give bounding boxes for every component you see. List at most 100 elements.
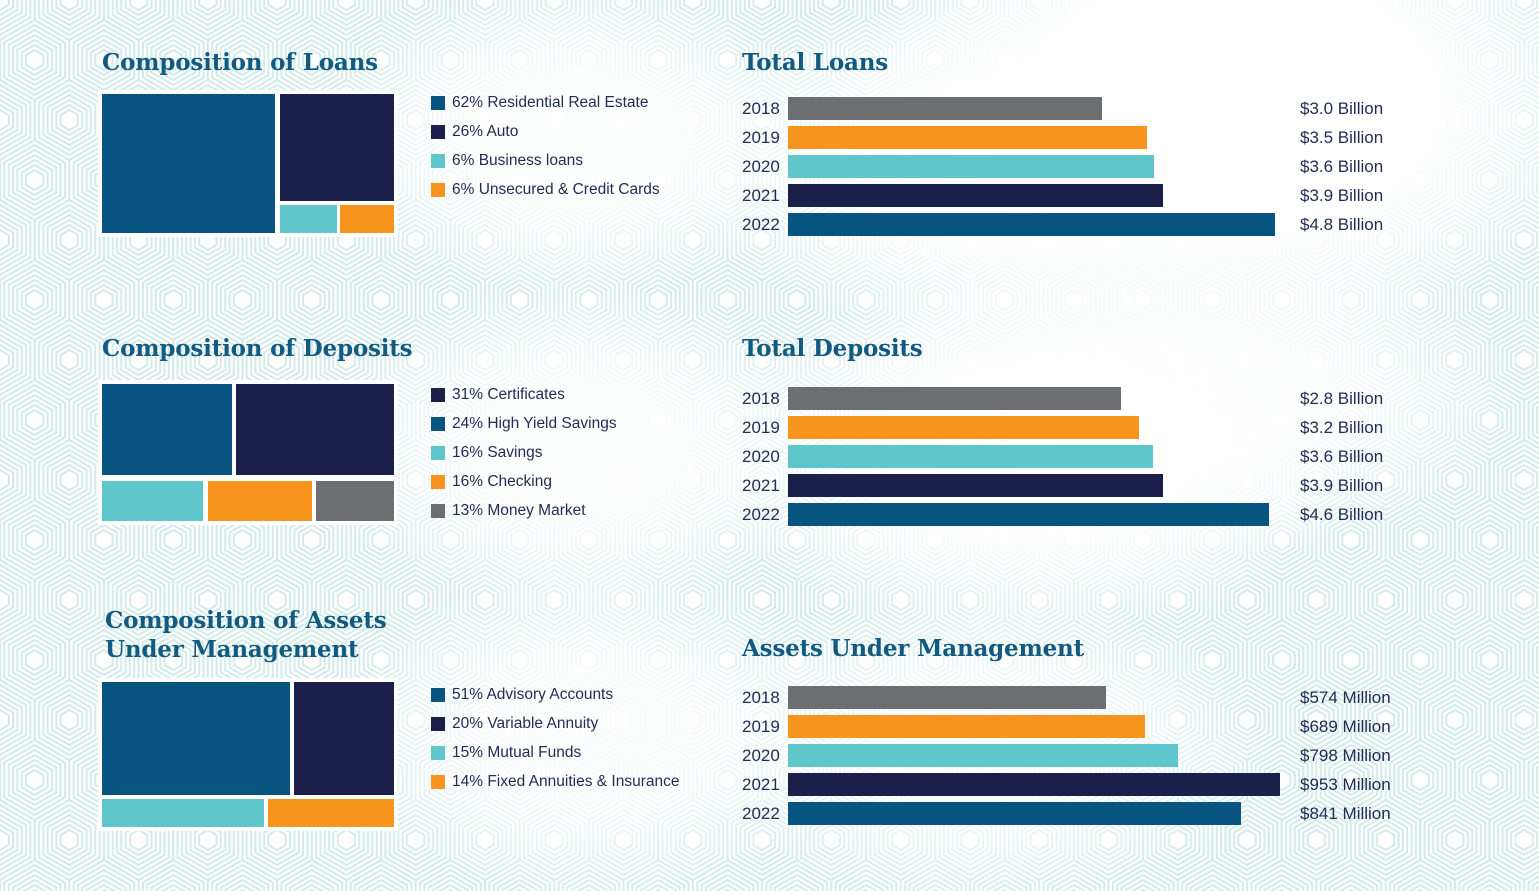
year-label: 2022 xyxy=(742,214,780,234)
legend-item: 16% Savings xyxy=(431,438,617,467)
bar xyxy=(788,445,1153,468)
year-label: 2018 xyxy=(742,98,780,118)
legend-item: 62% Residential Real Estate xyxy=(431,88,660,117)
legend-swatch xyxy=(431,387,445,402)
legend-label: 51% Advisory Accounts xyxy=(452,685,614,703)
legend-label: 20% Variable Annuity xyxy=(452,714,599,732)
year-label: 2022 xyxy=(742,803,780,823)
value-label: $798 Million xyxy=(1300,745,1391,765)
bar xyxy=(788,503,1270,526)
treemap-cell-certificates xyxy=(236,384,394,475)
loans-composition-title: Composition of Loans xyxy=(102,49,378,76)
deposits-composition-title: Composition of Deposits xyxy=(102,335,413,362)
legend-swatch xyxy=(431,182,445,197)
year-label: 2020 xyxy=(742,745,780,765)
legend-item: 14% Fixed Annuities & Insurance xyxy=(431,767,679,796)
value-label: $3.5 Billion xyxy=(1300,127,1384,147)
legend-label: 13% Money Market xyxy=(452,501,586,519)
legend-item: 15% Mutual Funds xyxy=(431,738,679,767)
bar xyxy=(788,155,1154,178)
bar xyxy=(788,715,1146,738)
bar-track xyxy=(788,387,1294,410)
bar-row: 2021 $953 Million xyxy=(742,773,1391,796)
legend-item: 6% Unsecured & Credit Cards xyxy=(431,175,660,204)
treemap-cell-savings xyxy=(102,481,203,521)
legend-label: 14% Fixed Annuities & Insurance xyxy=(452,772,680,790)
legend-swatch xyxy=(431,416,445,431)
legend-label: 31% Certificates xyxy=(452,385,565,403)
value-label: $3.6 Billion xyxy=(1300,446,1384,466)
value-label: $4.6 Billion xyxy=(1300,504,1384,524)
treemap-cell-checking xyxy=(208,481,312,521)
legend-label: 62% Residential Real Estate xyxy=(452,93,649,111)
treemap-cell-high-yield-savings xyxy=(102,384,232,475)
bar-row: 2019 $3.2 Billion xyxy=(742,416,1383,439)
value-label: $3.0 Billion xyxy=(1300,98,1384,118)
treemap-cell-fixed-annuities-insurance xyxy=(268,799,394,827)
bar-row: 2020 $3.6 Billion xyxy=(742,445,1383,468)
bar-track xyxy=(788,97,1294,120)
treemap-cell-variable-annuity xyxy=(294,682,394,795)
aum-composition-title-line2: Under Management xyxy=(105,636,359,663)
bar-track xyxy=(788,686,1294,709)
bar-track xyxy=(788,416,1294,439)
bar-row: 2020 $3.6 Billion xyxy=(742,155,1383,178)
bar-track xyxy=(788,503,1294,526)
bar-track xyxy=(788,155,1294,178)
legend-swatch xyxy=(431,153,445,168)
bar-row: 2022 $4.8 Billion xyxy=(742,213,1383,236)
bar-track xyxy=(788,744,1294,767)
bar-row: 2021 $3.9 Billion xyxy=(742,184,1383,207)
value-label: $841 Million xyxy=(1300,803,1391,823)
legend-item: 6% Business loans xyxy=(431,146,660,175)
bar-row: 2020 $798 Million xyxy=(742,744,1391,767)
total-deposits-title: Total Deposits xyxy=(742,335,923,362)
bar-track xyxy=(788,474,1294,497)
value-label: $4.8 Billion xyxy=(1300,214,1384,234)
legend-swatch xyxy=(431,95,445,110)
legend-label: 26% Auto xyxy=(452,122,519,140)
legend-label: 6% Business loans xyxy=(452,151,583,169)
legend-item: 31% Certificates xyxy=(431,380,617,409)
deposits-composition-legend: 31% Certificates 24% High Yield Savings … xyxy=(431,380,617,525)
loans-composition-treemap xyxy=(102,94,394,233)
treemap-cell-residential-real-estate xyxy=(102,94,275,233)
value-label: $2.8 Billion xyxy=(1300,388,1384,408)
bar xyxy=(788,184,1163,207)
year-label: 2019 xyxy=(742,127,780,147)
bar-track xyxy=(788,715,1294,738)
treemap-cell-mutual-funds xyxy=(102,799,264,827)
bar-row: 2019 $689 Million xyxy=(742,715,1391,738)
bar-track xyxy=(788,184,1294,207)
bar-track xyxy=(788,213,1294,236)
bar-row: 2018 $574 Million xyxy=(742,686,1391,709)
deposits-composition-treemap xyxy=(102,384,394,521)
year-label: 2020 xyxy=(742,446,780,466)
treemap-cell-advisory-accounts xyxy=(102,682,290,795)
aum-chart: 2018 $574 Million 2019 $689 Million 2020… xyxy=(742,686,1391,825)
legend-swatch xyxy=(431,503,445,518)
bar-row: 2022 $841 Million xyxy=(742,802,1391,825)
total-deposits-chart: 2018 $2.8 Billion 2019 $3.2 Billion 2020… xyxy=(742,387,1383,526)
value-label: $3.9 Billion xyxy=(1300,475,1384,495)
aum-composition-legend: 51% Advisory Accounts 20% Variable Annui… xyxy=(431,680,679,796)
bar-row: 2022 $4.6 Billion xyxy=(742,503,1383,526)
treemap-cell-money-market xyxy=(316,481,394,521)
loans-composition-legend: 62% Residential Real Estate 26% Auto 6% … xyxy=(431,88,660,204)
value-label: $689 Million xyxy=(1300,716,1391,736)
value-label: $3.9 Billion xyxy=(1300,185,1384,205)
bar xyxy=(788,213,1275,236)
bar xyxy=(788,744,1179,767)
value-label: $3.2 Billion xyxy=(1300,417,1384,437)
bar xyxy=(788,97,1103,120)
legend-swatch xyxy=(431,445,445,460)
bar-row: 2018 $2.8 Billion xyxy=(742,387,1383,410)
legend-label: 24% High Yield Savings xyxy=(452,414,617,432)
legend-label: 6% Unsecured & Credit Cards xyxy=(452,180,660,198)
treemap-cell-unsecured-credit-cards xyxy=(340,205,394,233)
legend-item: 13% Money Market xyxy=(431,496,617,525)
treemap-cell-business-loans xyxy=(280,205,337,233)
year-label: 2019 xyxy=(742,417,780,437)
bar xyxy=(788,387,1121,410)
